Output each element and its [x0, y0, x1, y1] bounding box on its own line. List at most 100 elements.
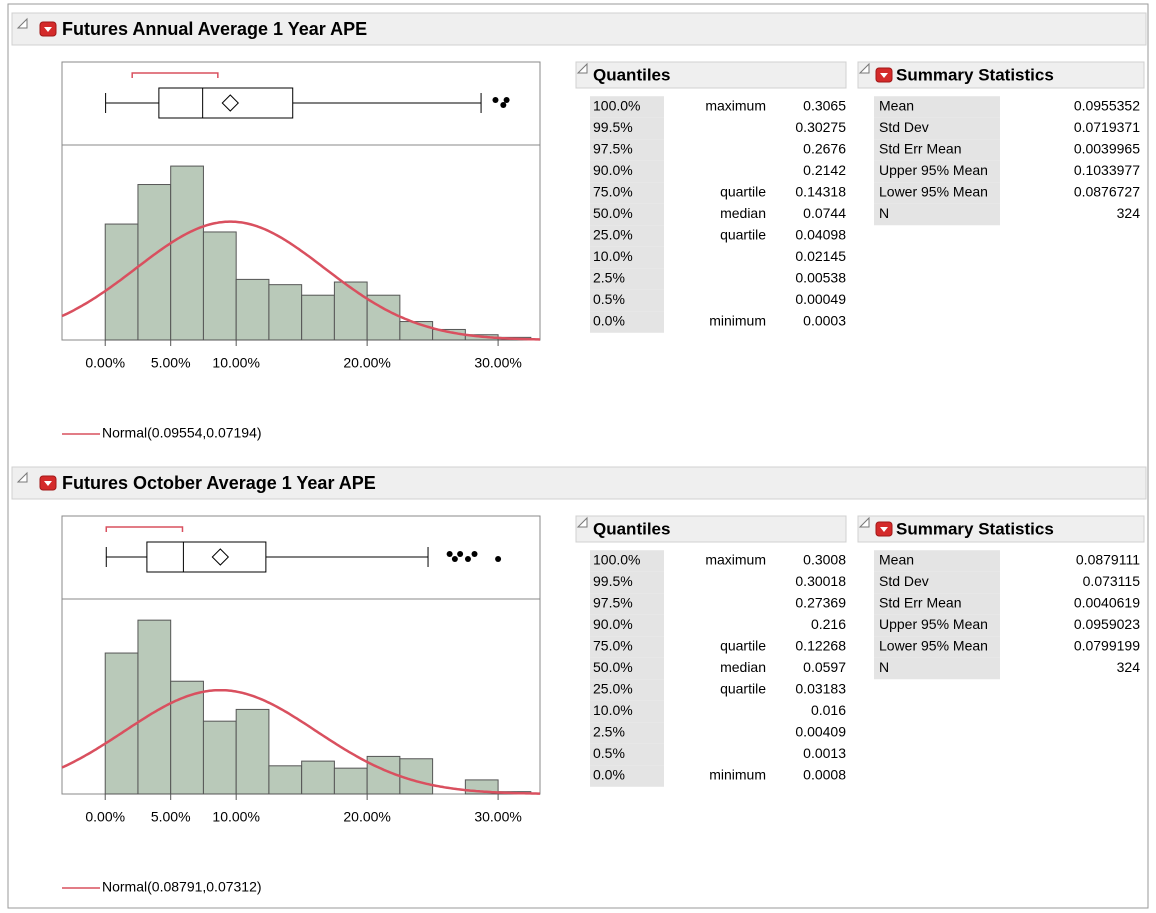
quantile-value: 0.30275 — [795, 119, 846, 135]
quantile-level: 100.0% — [593, 98, 640, 114]
quantile-value: 0.3008 — [803, 552, 846, 568]
histogram-bar — [333, 767, 368, 795]
row-label-bg — [590, 657, 664, 680]
histogram-bar — [170, 165, 204, 341]
disclosure-triangle[interactable] — [16, 471, 28, 483]
stat-value: 324 — [1117, 659, 1141, 675]
row-label-bg — [590, 593, 664, 615]
histogram-bar — [301, 294, 335, 341]
stat-value: 0.0719371 — [1074, 119, 1140, 135]
row-label-bg — [874, 636, 1000, 658]
row-label-bg — [590, 311, 664, 333]
histogram-bar — [202, 231, 237, 341]
menu-arrow — [880, 527, 888, 532]
quantile-value: 0.2142 — [803, 162, 846, 178]
stat-value: 0.0799199 — [1074, 638, 1140, 654]
row-label-bg — [590, 679, 664, 701]
quantile-value: 0.03183 — [795, 681, 846, 697]
row-label-bg — [874, 139, 1000, 161]
section-header — [857, 515, 1145, 543]
row-label-bg — [874, 657, 1000, 680]
quantile-name: maximum — [705, 552, 766, 568]
histogram-bar — [170, 680, 204, 795]
row-label-bg — [590, 743, 664, 766]
stat-value: 0.0879111 — [1076, 552, 1140, 568]
quantile-level: 50.0% — [593, 659, 633, 675]
outlier — [495, 556, 502, 562]
stat-name: Upper 95% Mean — [879, 162, 988, 178]
row-label-bg — [590, 225, 664, 247]
stat-name: Lower 95% Mean — [879, 638, 988, 654]
row-label-bg — [590, 160, 664, 183]
section-title: Summary Statistics — [896, 519, 1054, 538]
stat-name: N — [879, 205, 889, 221]
x-tick-label: 5.00% — [151, 809, 191, 825]
quantile-value: 0.0003 — [803, 313, 846, 329]
quantile-value: 0.04098 — [795, 227, 846, 243]
stat-name: Std Err Mean — [879, 595, 961, 611]
quantile-name: median — [720, 205, 766, 221]
quantile-level: 99.5% — [593, 573, 633, 589]
stat-value: 324 — [1117, 205, 1141, 221]
row-label-bg — [590, 614, 664, 637]
row-label-bg — [874, 96, 1000, 118]
disclosure-triangle[interactable] — [16, 17, 28, 29]
box — [146, 541, 267, 573]
row-label-bg — [590, 765, 664, 787]
outlier — [500, 102, 507, 108]
quantile-name: minimum — [709, 767, 766, 783]
quantile-value: 0.12268 — [795, 638, 846, 654]
histogram-bar — [333, 281, 368, 341]
disclosure-triangle[interactable] — [858, 516, 870, 528]
stat-name: Std Dev — [879, 119, 929, 135]
histogram-bar — [399, 758, 434, 795]
outlier — [492, 97, 499, 103]
stat-value: 0.073115 — [1083, 573, 1141, 589]
x-tick-label: 20.00% — [343, 809, 390, 825]
quantile-level: 97.5% — [593, 141, 633, 157]
stat-name: Std Err Mean — [879, 141, 961, 157]
section-header — [857, 61, 1145, 89]
shortest-half — [105, 526, 184, 532]
quantile-level: 0.5% — [593, 291, 625, 307]
histogram-bar — [202, 720, 237, 795]
row-label-bg — [590, 117, 664, 140]
quantile-name: median — [720, 659, 766, 675]
quantile-level: 90.0% — [593, 616, 633, 632]
stat-name: Std Dev — [879, 573, 929, 589]
histogram-bar — [104, 223, 139, 341]
quantile-value: 0.3065 — [803, 98, 846, 114]
histogram-bar — [235, 708, 270, 795]
disclosure-triangle[interactable] — [576, 62, 588, 74]
quantile-value: 0.00409 — [795, 724, 846, 740]
quantile-level: 99.5% — [593, 119, 633, 135]
stat-value: 0.0876727 — [1074, 184, 1140, 200]
row-label-bg — [874, 571, 1000, 594]
row-label-bg — [590, 139, 664, 161]
section-header — [575, 515, 847, 543]
disclosure-triangle[interactable] — [858, 62, 870, 74]
quantile-level: 0.5% — [593, 745, 625, 761]
outlier — [446, 551, 453, 557]
row-label-bg — [874, 203, 1000, 226]
stat-value: 0.0040619 — [1074, 595, 1140, 611]
quantile-value: 0.30018 — [795, 573, 846, 589]
quantile-level: 2.5% — [593, 270, 625, 286]
menu-arrow — [44, 481, 52, 486]
mean-diamond — [211, 548, 230, 566]
histogram-bar — [268, 284, 303, 341]
disclosure-triangle[interactable] — [576, 516, 588, 528]
x-tick-label: 10.00% — [212, 809, 259, 825]
section-header — [575, 61, 847, 89]
outlier — [457, 551, 464, 557]
quantile-name: quartile — [720, 184, 766, 200]
stat-name: Lower 95% Mean — [879, 184, 988, 200]
quantile-value: 0.0013 — [803, 745, 846, 761]
legend-label: Normal(0.09554,0.07194) — [102, 425, 262, 441]
panel-header — [11, 466, 1147, 500]
x-tick-label: 30.00% — [474, 355, 521, 371]
x-tick-label: 0.00% — [85, 809, 125, 825]
x-tick-label: 20.00% — [343, 355, 390, 371]
quantile-value: 0.0744 — [803, 205, 846, 221]
